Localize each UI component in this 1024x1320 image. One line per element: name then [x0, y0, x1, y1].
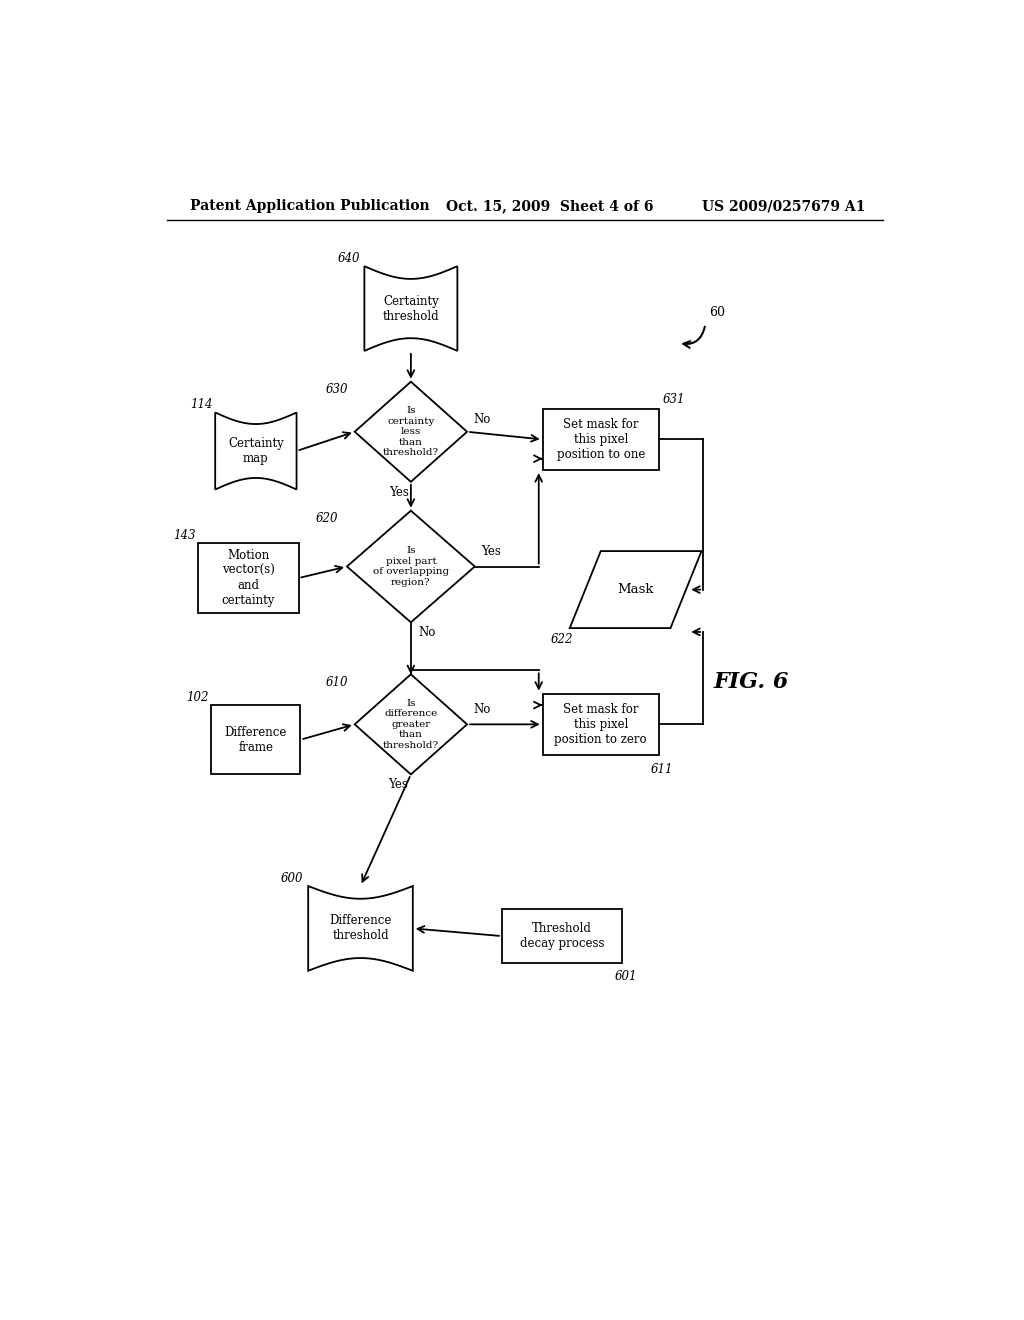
Bar: [198, 544, 299, 612]
Bar: [543, 693, 658, 755]
Text: 143: 143: [173, 529, 196, 543]
Text: 611: 611: [651, 763, 674, 776]
Text: 620: 620: [316, 512, 339, 525]
Text: Motion
vector(s)
and
certainty: Motion vector(s) and certainty: [221, 549, 274, 607]
Text: US 2009/0257679 A1: US 2009/0257679 A1: [701, 199, 865, 213]
Polygon shape: [215, 412, 297, 490]
Text: Yes: Yes: [388, 779, 408, 791]
Text: 114: 114: [190, 399, 213, 412]
Bar: [211, 705, 300, 775]
Text: Threshold
decay process: Threshold decay process: [520, 923, 604, 950]
Text: Mask: Mask: [617, 583, 654, 597]
Text: 631: 631: [663, 393, 685, 407]
Bar: [502, 909, 622, 964]
Text: 610: 610: [326, 676, 348, 689]
Text: Yes: Yes: [389, 486, 409, 499]
Polygon shape: [308, 886, 413, 970]
Text: Is
difference
greater
than
threshold?: Is difference greater than threshold?: [383, 700, 439, 750]
Polygon shape: [354, 381, 467, 482]
Polygon shape: [569, 552, 701, 628]
Text: Patent Application Publication: Patent Application Publication: [190, 199, 430, 213]
Text: Difference
frame: Difference frame: [224, 726, 287, 754]
Text: 102: 102: [186, 690, 209, 704]
Text: 630: 630: [326, 383, 348, 396]
Text: FIG. 6: FIG. 6: [713, 671, 788, 693]
Polygon shape: [347, 511, 475, 622]
Text: Difference
threshold: Difference threshold: [330, 915, 392, 942]
Text: No: No: [473, 413, 490, 425]
Text: Yes: Yes: [481, 545, 501, 558]
Text: Certainty
threshold: Certainty threshold: [383, 294, 439, 322]
Bar: [543, 409, 658, 470]
Text: Is
certainty
less
than
threshold?: Is certainty less than threshold?: [383, 407, 439, 457]
Text: Set mask for
this pixel
position to zero: Set mask for this pixel position to zero: [554, 702, 647, 746]
Text: 601: 601: [614, 970, 637, 983]
Text: Is
pixel part
of overlapping
region?: Is pixel part of overlapping region?: [373, 546, 449, 586]
Text: Oct. 15, 2009  Sheet 4 of 6: Oct. 15, 2009 Sheet 4 of 6: [445, 199, 653, 213]
Text: Certainty
map: Certainty map: [228, 437, 284, 465]
Text: 60: 60: [710, 306, 725, 319]
Text: 600: 600: [281, 871, 303, 884]
Polygon shape: [354, 675, 467, 775]
Polygon shape: [365, 267, 458, 351]
Text: 640: 640: [337, 252, 359, 265]
Text: Set mask for
this pixel
position to one: Set mask for this pixel position to one: [557, 418, 645, 461]
Text: 622: 622: [550, 634, 572, 647]
Text: No: No: [419, 626, 436, 639]
Text: No: No: [473, 702, 490, 715]
